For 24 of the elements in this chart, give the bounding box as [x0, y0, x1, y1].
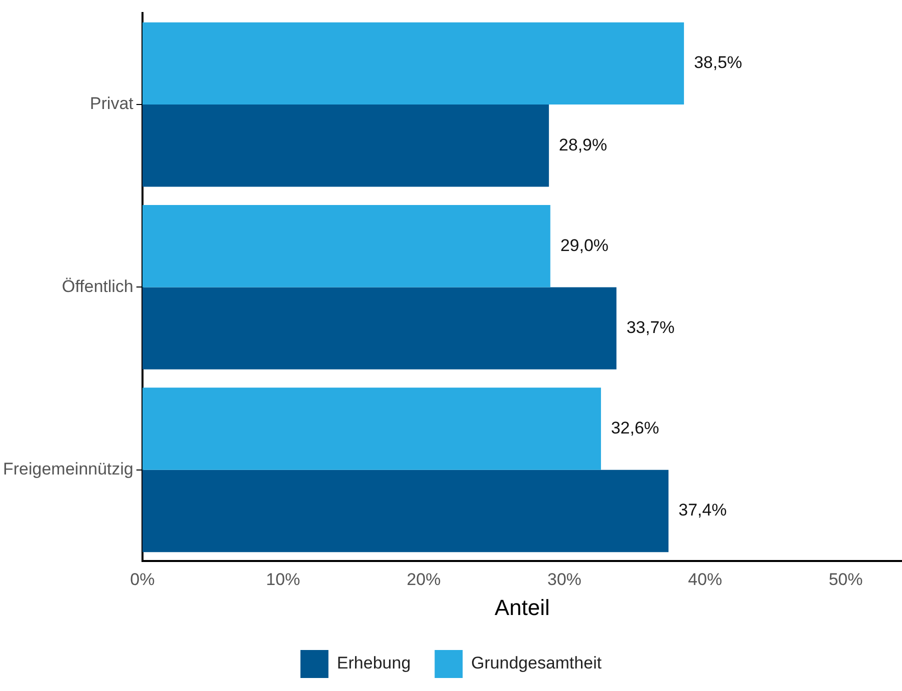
- x-tick-label: 0%: [130, 570, 155, 590]
- x-tick-label: 40%: [688, 570, 722, 590]
- x-axis-title: Anteil: [494, 594, 550, 620]
- x-tick-label: 50%: [828, 570, 863, 590]
- bar: [142, 205, 550, 288]
- x-tick-label: 20%: [406, 570, 441, 590]
- y-tick-label: Öffentlich: [62, 276, 134, 296]
- y-tick-label: Freigemeinnützig: [2, 460, 134, 479]
- data-label: 33,7%: [626, 318, 675, 337]
- x-tick-label: 10%: [266, 570, 300, 590]
- bar: [142, 470, 668, 552]
- bar: [142, 388, 601, 470]
- bar: [142, 22, 684, 105]
- legend-label: Grundgesamtheit: [471, 654, 602, 673]
- legend-label: Erhebung: [336, 654, 411, 673]
- data-label: 38,5%: [694, 53, 742, 72]
- data-label: 28,9%: [558, 135, 608, 154]
- bar: [142, 287, 616, 370]
- data-label: 29,0%: [560, 236, 609, 255]
- data-label: 37,4%: [678, 500, 727, 520]
- bar: [142, 104, 549, 187]
- x-tick-label: 30%: [547, 570, 582, 590]
- data-label: 32,6%: [610, 418, 660, 438]
- y-tick-label: Privat: [90, 94, 134, 114]
